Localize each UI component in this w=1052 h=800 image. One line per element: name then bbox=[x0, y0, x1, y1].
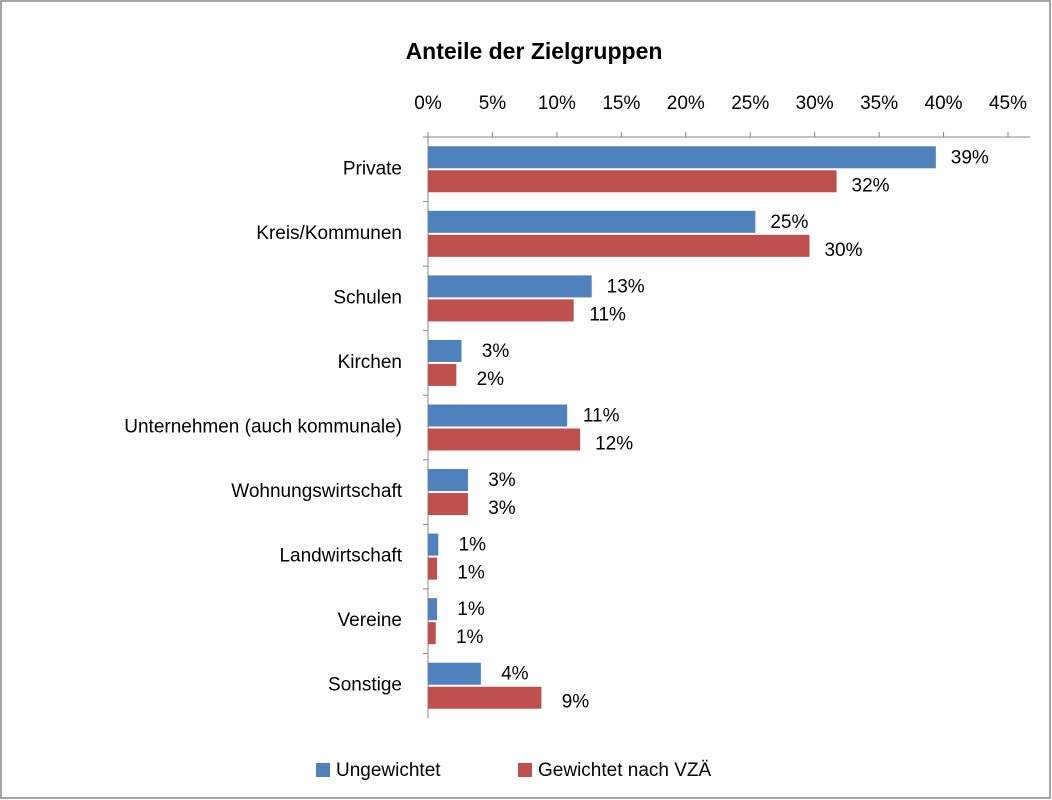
x-tick-label: 40% bbox=[925, 93, 963, 114]
bar bbox=[428, 493, 468, 516]
legend-swatch bbox=[316, 763, 330, 777]
data-label: 1% bbox=[457, 563, 485, 584]
x-tick-label: 10% bbox=[538, 93, 576, 114]
y-tick-label: Kirchen bbox=[338, 352, 402, 373]
data-label: 39% bbox=[951, 147, 989, 168]
y-tick-label: Private bbox=[343, 158, 402, 179]
bar bbox=[428, 170, 837, 193]
data-label: 13% bbox=[607, 276, 645, 297]
bar bbox=[428, 234, 810, 257]
y-tick-label: Wohnungswirtschaft bbox=[231, 481, 402, 502]
data-label: 1% bbox=[457, 599, 485, 620]
data-label: 3% bbox=[488, 498, 516, 519]
legend-label: Ungewichtet bbox=[336, 760, 441, 781]
x-tick-label: 45% bbox=[989, 93, 1027, 114]
bar bbox=[428, 662, 481, 685]
y-tick-label: Landwirtschaft bbox=[279, 546, 402, 567]
bar bbox=[428, 428, 581, 451]
x-tick-label: 15% bbox=[602, 93, 640, 114]
x-tick-label: 30% bbox=[796, 93, 834, 114]
bar bbox=[428, 146, 936, 169]
bar bbox=[428, 363, 457, 386]
data-label: 3% bbox=[482, 341, 510, 362]
bar bbox=[428, 686, 542, 709]
x-tick-label: 35% bbox=[860, 93, 898, 114]
data-label: 4% bbox=[501, 664, 529, 685]
data-label: 30% bbox=[824, 240, 862, 261]
bar bbox=[428, 469, 468, 492]
bar bbox=[428, 404, 568, 427]
y-tick-label: Kreis/Kommunen bbox=[256, 223, 402, 244]
y-tick-label: Unternehmen (auch kommunale) bbox=[124, 417, 402, 438]
y-tick-label: Schulen bbox=[333, 287, 402, 308]
bar bbox=[428, 557, 438, 580]
data-label: 3% bbox=[488, 470, 516, 491]
x-tick-label: 0% bbox=[414, 93, 442, 114]
data-label: 11% bbox=[583, 406, 620, 427]
data-label: 32% bbox=[852, 175, 890, 196]
data-label: 9% bbox=[562, 692, 590, 713]
y-tick-label: Vereine bbox=[338, 610, 402, 631]
bar bbox=[428, 299, 574, 322]
bar bbox=[428, 339, 462, 362]
bar bbox=[428, 598, 438, 621]
data-label: 1% bbox=[456, 627, 484, 648]
x-tick-label: 25% bbox=[731, 93, 769, 114]
data-label: 12% bbox=[595, 434, 633, 455]
x-tick-label: 20% bbox=[667, 93, 705, 114]
data-label: 2% bbox=[477, 369, 505, 390]
legend-label: Gewichtet nach VZÄ bbox=[538, 760, 712, 781]
y-tick-label: Sonstige bbox=[328, 675, 402, 696]
bar bbox=[428, 210, 756, 233]
chart-title: Anteile der Zielgruppen bbox=[406, 38, 663, 64]
data-label: 11% bbox=[589, 304, 626, 325]
data-label: 1% bbox=[459, 535, 487, 556]
data-label: 25% bbox=[770, 212, 808, 233]
bar bbox=[428, 533, 439, 556]
legend-swatch bbox=[518, 763, 532, 777]
x-tick-label: 5% bbox=[479, 93, 507, 114]
bar bbox=[428, 622, 436, 645]
bar bbox=[428, 275, 592, 298]
